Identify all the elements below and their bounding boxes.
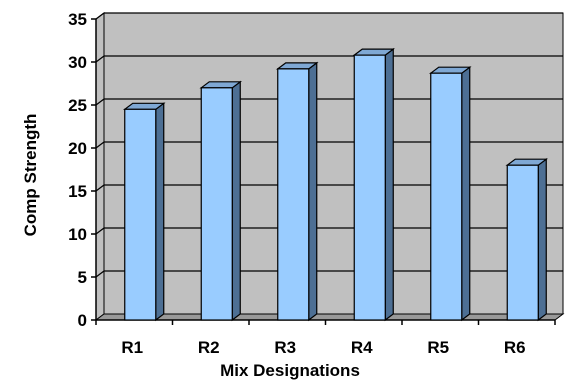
y-tick-label: 30: [68, 53, 87, 72]
bar: [200, 87, 233, 321]
bar-top: [122, 102, 166, 110]
y-tick-label: 25: [68, 96, 87, 115]
y-tick-label: 0: [78, 311, 87, 330]
x-tick-label: R6: [504, 338, 526, 357]
back-wall: [103, 12, 564, 315]
labels: 0 5 10 15 20 25 30 35 R1 R2 R3 R4 R5 R6: [68, 10, 526, 357]
gridlines: [95, 12, 563, 278]
plot-background: [94, 12, 565, 321]
bar-side: [308, 61, 318, 322]
bar: [124, 108, 157, 321]
y-tick-label: 10: [68, 225, 87, 244]
bars: [122, 47, 549, 322]
axes: [91, 18, 556, 325]
x-tick-label: R2: [198, 338, 220, 357]
bar-top: [505, 158, 549, 166]
bar-side: [384, 47, 394, 322]
y-tick-label: 20: [68, 139, 87, 158]
bar: [430, 72, 463, 321]
bar-top: [199, 81, 243, 89]
x-tick-label: R3: [274, 338, 296, 357]
bar-side: [155, 102, 165, 322]
bar-side: [537, 157, 547, 322]
gridline: [95, 12, 105, 20]
bar: [353, 54, 386, 321]
y-axis-title: Comp Strength: [21, 114, 40, 237]
bar-side: [461, 65, 471, 322]
x-tick-label: R1: [121, 338, 143, 357]
bar-top: [428, 66, 472, 74]
gridline: [95, 270, 105, 278]
bar-top: [275, 62, 319, 70]
bar-side: [231, 80, 241, 322]
bar: [277, 68, 310, 321]
gridline: [95, 227, 105, 235]
y-tick-label: 5: [78, 268, 87, 287]
bar: [506, 164, 539, 321]
y-tick-label: 35: [68, 10, 87, 29]
x-tick-label: R4: [351, 338, 373, 357]
floor: [94, 313, 565, 321]
gridline: [95, 55, 105, 63]
y-tick-label: 15: [68, 182, 87, 201]
gridline: [95, 98, 105, 106]
x-tick-label: R5: [427, 338, 449, 357]
gridline: [95, 141, 105, 149]
x-axis-title: Mix Designations: [220, 361, 360, 380]
gridline: [95, 184, 105, 192]
bar-top: [352, 48, 396, 56]
